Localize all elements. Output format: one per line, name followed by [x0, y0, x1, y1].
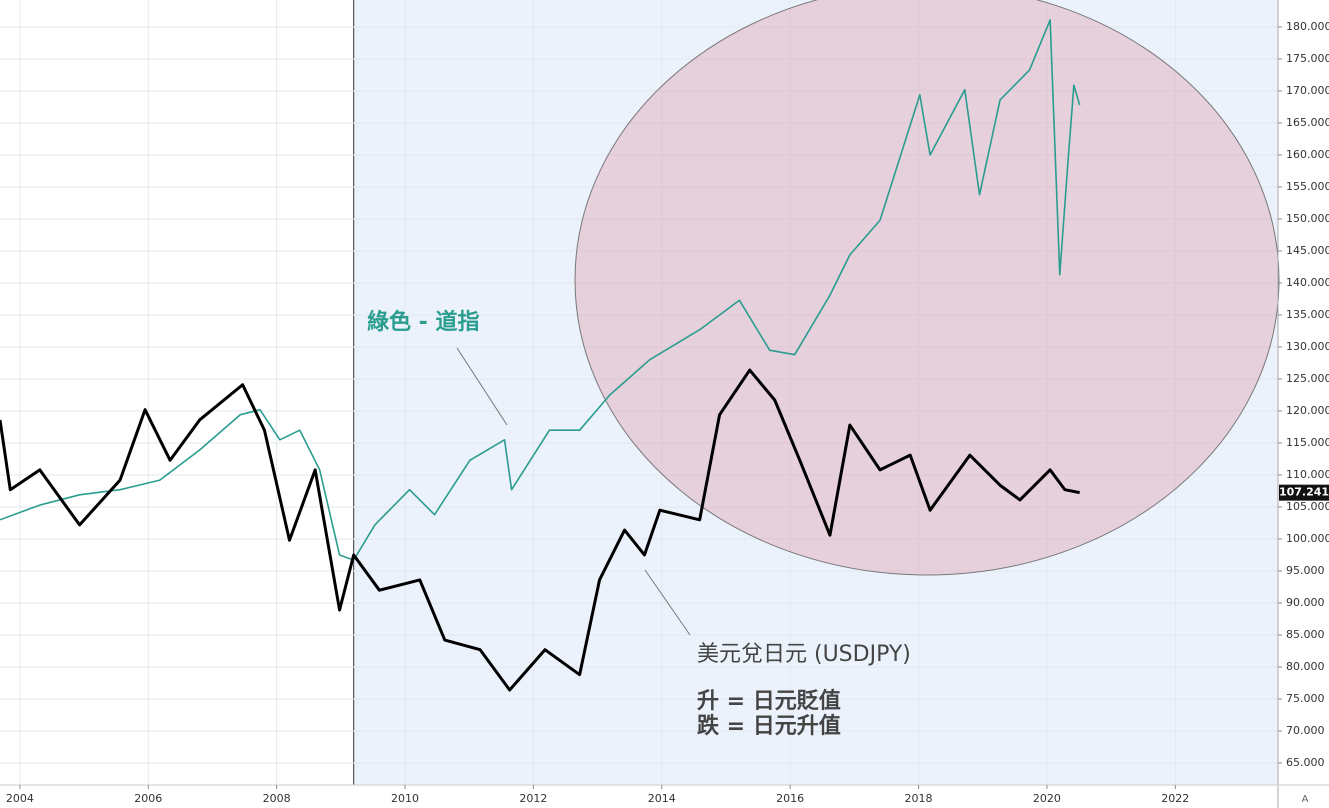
series-line	[0, 19, 1081, 561]
y-tick-label: 105.000	[1286, 500, 1329, 513]
y-tick-label: 160.000	[1286, 148, 1329, 161]
y-tick-label: 120.000	[1286, 404, 1329, 417]
y-tick-label: 110.000	[1286, 468, 1329, 481]
highlight-region	[353, 0, 1279, 785]
y-tick-label: 115.000	[1286, 436, 1329, 449]
last-price-badge	[1279, 484, 1329, 501]
y-tick-label: 85.000	[1286, 628, 1325, 641]
annotation: 跌 = 日元升值	[697, 713, 841, 739]
x-tick-label: 2014	[648, 792, 676, 805]
y-tick-label: 145.000	[1286, 244, 1329, 257]
x-tick-label: 2008	[263, 792, 291, 805]
y-tick-label: 165.000	[1286, 116, 1329, 129]
y-tick-label: 65.000	[1286, 756, 1325, 769]
last-price-label: 107.241	[1279, 486, 1329, 499]
annotation: 美元兌日元 (USDJPY)	[697, 642, 911, 667]
y-tick-label: 95.000	[1286, 564, 1325, 577]
series-line	[0, 368, 1080, 692]
y-tick-label: 170.000	[1286, 84, 1329, 97]
x-tick-label: 2018	[905, 792, 933, 805]
arrow	[644, 569, 691, 636]
grid	[0, 0, 1278, 785]
axis-mode[interactable]: A	[1302, 794, 1309, 805]
x-tick-label: 2016	[776, 792, 804, 805]
y-tick-label: 75.000	[1286, 692, 1325, 705]
annotation: 升 = 日元貶值	[697, 688, 841, 714]
x-tick-label: 2006	[134, 792, 162, 805]
y-tick-label: 175.000	[1286, 52, 1329, 65]
y-tick-label: 70.000	[1286, 724, 1325, 737]
y-tick-label: 180.000	[1286, 20, 1329, 33]
y-tick-label: 80.000	[1286, 660, 1325, 673]
y-tick-label: 90.000	[1286, 596, 1325, 609]
y-tick-label: 100.000	[1286, 532, 1329, 545]
x-tick-label: 2022	[1161, 792, 1189, 805]
arrow	[456, 347, 508, 426]
y-tick-label: 155.000	[1286, 180, 1329, 193]
x-tick-label: 2010	[391, 792, 419, 805]
y-tick-label: 140.000	[1286, 276, 1329, 289]
annotation: 綠色 - 道指	[367, 309, 479, 335]
x-tick-label: 2004	[6, 792, 34, 805]
y-tick-label: 130.000	[1286, 340, 1329, 353]
x-tick-label: 2012	[519, 792, 547, 805]
x-tick-label: 2020	[1033, 792, 1061, 805]
y-tick-label: 125.000	[1286, 372, 1329, 385]
background	[353, 0, 1279, 785]
y-tick-label: 150.000	[1286, 212, 1329, 225]
y-tick-label: 135.000	[1286, 308, 1329, 321]
lines	[0, 19, 1081, 692]
highlight-ellipse	[574, 0, 1280, 576]
